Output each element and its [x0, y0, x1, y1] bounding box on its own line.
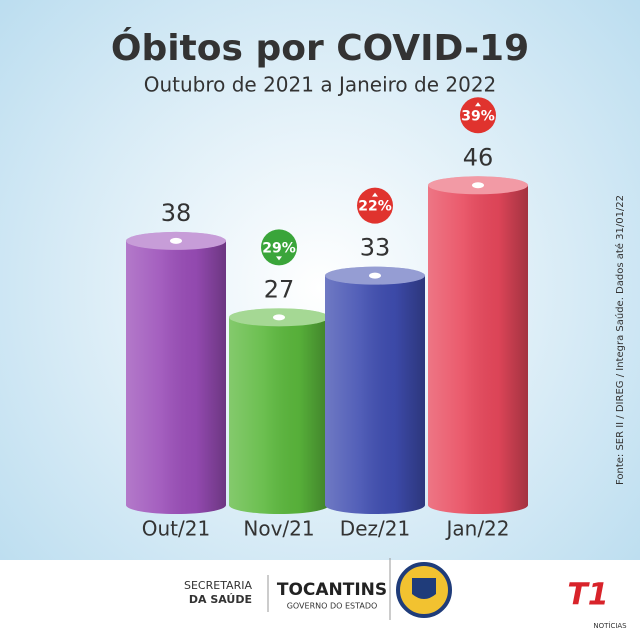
bar-shade: [428, 185, 528, 515]
change-arrow: [475, 102, 481, 107]
bar-top-dot: [170, 237, 182, 244]
footer-state: TOCANTINS: [277, 580, 387, 600]
change-badge: [261, 229, 297, 266]
change-label: 22%: [358, 199, 392, 215]
change-arrow: [372, 192, 378, 197]
value-label: 46: [463, 143, 494, 171]
footer-government: GOVERNO DO ESTADO: [287, 602, 378, 611]
state-emblem: [396, 562, 452, 618]
bar-top-dot: [472, 182, 484, 189]
bar-shade: [126, 240, 226, 514]
change-arrow: [276, 256, 282, 261]
change-badge: [357, 187, 393, 224]
brand-sub: NOTÍCIAS: [593, 621, 627, 630]
change-label: 39%: [461, 108, 495, 124]
value-label: 38: [161, 199, 192, 227]
bar-top-dot: [273, 314, 285, 321]
footer-saude: DA SAÚDE: [189, 593, 252, 606]
source: Fonte: SER II / DIREG / Integra Saúde. D…: [614, 195, 626, 485]
value-label: 33: [360, 234, 391, 262]
chart-title: Óbitos por COVID-19: [111, 27, 529, 69]
footer-secretaria: SECRETARIA: [184, 579, 252, 592]
x-tick-label: Nov/21: [243, 517, 314, 541]
bar-shade: [229, 317, 329, 514]
footer-band: [0, 560, 640, 640]
chart-subtitle: Outubro de 2021 a Janeiro de 2022: [144, 73, 497, 97]
x-tick-label: Dez/21: [340, 517, 410, 541]
bar-top-dot: [369, 272, 381, 279]
bar-shade: [325, 275, 425, 514]
brand: T1: [567, 578, 608, 613]
brand-logo: T1 NOTÍCIAS: [555, 575, 640, 640]
x-tick-label: Out/21: [142, 517, 210, 541]
change-badge: [460, 97, 496, 134]
x-tick-label: Jan/22: [444, 517, 509, 541]
value-label: 27: [264, 275, 295, 303]
change-label: 29%: [262, 240, 296, 256]
